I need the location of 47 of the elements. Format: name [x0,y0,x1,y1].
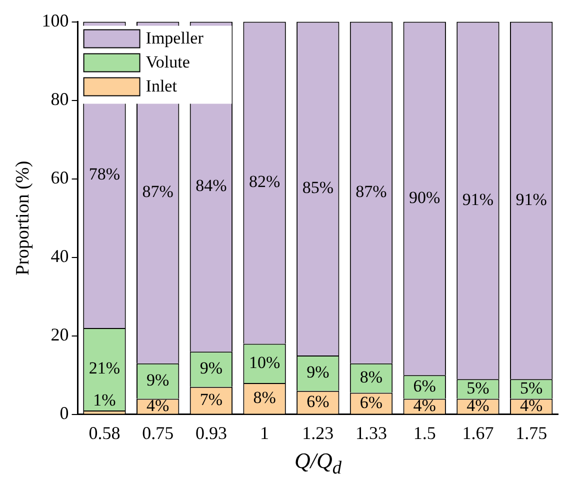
data-label: 84% [196,176,227,196]
data-label: 10% [248,352,280,372]
data-label: 4% [413,396,436,415]
data-label: 6% [360,392,383,412]
x-tick-label: 1 [260,422,270,443]
data-label: 9% [200,358,223,378]
legend-label: Volute [146,52,190,72]
data-label: 7% [200,390,223,409]
data-label: 91% [462,190,494,209]
y-tick-label: 20 [50,324,69,345]
data-label: 4% [520,396,543,415]
y-tick-label: 0 [60,403,69,424]
data-label: 85% [302,178,334,198]
y-tick-label: 100 [42,10,69,31]
data-label: 82% [248,172,280,192]
legend-label: Inlet [146,76,178,96]
data-label: 78% [88,164,120,184]
data-label: 9% [306,362,330,382]
data-label: 4% [146,396,170,415]
data-label: 6% [306,392,330,411]
x-tick-label: 1.67 [462,422,494,443]
data-label: 8% [253,388,276,407]
y-tick-label: 60 [50,168,69,188]
legend-label: Impeller [146,28,204,48]
data-label: 21% [88,358,120,378]
data-label: 90% [409,188,440,207]
data-label: 87% [356,182,387,202]
data-label: 8% [360,368,383,387]
y-tick-label: 40 [50,246,69,266]
x-tick-label: 1.5 [413,422,436,443]
data-label: 1% [93,390,116,410]
data-label: 9% [146,370,170,390]
x-axis-title: Q/Q$_{d}$ [293,448,343,478]
data-label: 6% [413,376,436,396]
data-label: 5% [466,378,490,398]
data-label: 91% [516,190,547,209]
x-tick-label: 0.75 [142,422,174,443]
data-label: 4% [466,396,490,415]
x-tick-label: 1.23 [302,422,334,443]
y-axis-title: Proportion (%) [12,160,34,276]
x-tick-label: 0.93 [195,422,227,443]
y-tick-label: 80 [50,89,69,110]
data-label: 87% [142,182,174,202]
x-tick-label: 0.58 [88,422,120,443]
x-tick-label: 1.75 [516,422,548,443]
data-label: 5% [520,378,543,398]
x-tick-label: 1.33 [356,422,388,443]
